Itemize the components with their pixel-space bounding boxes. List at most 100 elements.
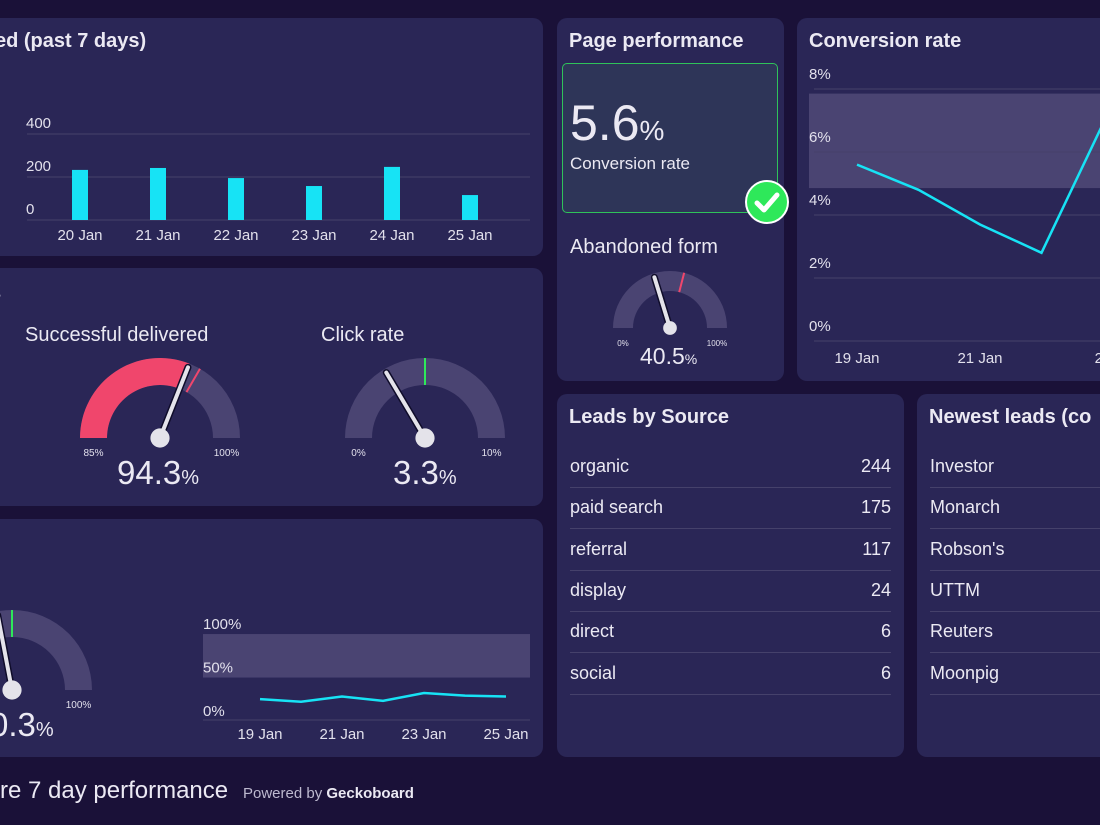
gauge-needle — [158, 365, 190, 440]
x-tick-label: 19 Jan — [834, 350, 879, 367]
gauge-min-label: 0% — [351, 448, 366, 459]
series-line — [259, 691, 507, 703]
gauge-max-label: 100% — [214, 448, 240, 459]
y-tick-label: 0% — [809, 318, 831, 335]
gauge-value-click-rate: 3.3% — [393, 454, 457, 491]
y-tick-label: 100% — [203, 616, 241, 633]
gauge-threshold-marker — [185, 368, 201, 393]
bar-chart: 0 200 400 20 Jan 21 Jan 22 Jan 23 Jan 24 Jan 25 … — [26, 115, 530, 244]
newest-leads-panel: Newest leads (co Investor Monarch Robson's… — [917, 394, 1100, 757]
y-tick-label: 4% — [809, 192, 831, 209]
bar — [462, 195, 478, 220]
y-tick-label: 6% — [809, 129, 831, 146]
gauges: 85% 100% 0% 10% — [80, 358, 505, 459]
table-row[interactable]: referral 117 — [570, 529, 891, 571]
kpi-value: 5.6% — [570, 95, 665, 151]
x-tick-label: 22 Jan — [213, 227, 258, 244]
source-name: direct — [570, 621, 615, 642]
bar — [384, 166, 400, 220]
gauge-label-click-rate: Click rate — [321, 324, 405, 346]
x-tick-label: 25 Jan — [447, 227, 492, 244]
list-item[interactable]: Reuters — [930, 611, 1100, 654]
table-row[interactable]: display 24 — [570, 570, 891, 612]
gauge-needle-hub — [150, 428, 170, 448]
panel-title: Newest leads (co — [929, 406, 1092, 428]
x-tick-label: 19 Jan — [237, 726, 282, 743]
lead-count: 117 — [862, 538, 891, 559]
table-row[interactable]: direct 6 — [570, 611, 891, 654]
bar — [228, 178, 244, 220]
table-row[interactable]: social 6 — [570, 653, 891, 695]
conversion-rate-panel: Conversion rate 0% 2% 4% 6% 8% 19 Jan 21 Jan 23 — [797, 18, 1100, 381]
y-tick-label: 400 — [26, 115, 51, 132]
list-item[interactable]: Robson's — [930, 529, 1100, 571]
x-tick-label: 20 Jan — [57, 227, 102, 244]
source-name: organic — [570, 456, 630, 476]
lead-name: Reuters — [930, 621, 994, 642]
panel-title: Leads by Source — [569, 406, 730, 428]
x-tick-label: 23 Jan — [291, 227, 336, 244]
x-tick-label: 25 Jan — [483, 726, 528, 743]
gauge-min-label: 85% — [83, 448, 103, 459]
lead-name: Robson's — [930, 538, 1005, 559]
lead-name: Monarch — [930, 497, 1001, 518]
gauge-max-label: 100% — [707, 339, 727, 348]
gauge-needle-hub — [663, 321, 677, 335]
gauge-track — [0, 610, 92, 690]
y-tick-label: 0 — [26, 201, 34, 218]
geckoboard-logo: Geckoboard — [326, 785, 414, 802]
gauge-needle — [652, 275, 672, 330]
list-item[interactable]: Monarch — [930, 487, 1100, 530]
panel-title: ed (past 7 days) — [0, 30, 147, 52]
gauge-label-abandoned-form: Abandoned form — [570, 236, 718, 258]
lead-count: 6 — [880, 621, 891, 642]
source-name: social — [570, 662, 617, 683]
gauge-value-delivered: 94.3% — [117, 454, 200, 491]
list-item[interactable]: UTTM — [930, 570, 1100, 612]
x-tick-label: 21 Jan — [135, 227, 180, 244]
target-band — [203, 634, 530, 678]
panel-title: Conversion rate — [809, 30, 962, 52]
kpi-card: 5.6% Conversion rate — [562, 63, 778, 213]
lead-count: 175 — [860, 497, 891, 518]
table-row[interactable]: paid search 175 — [570, 487, 891, 530]
lead-name: Moonpig — [930, 662, 1000, 683]
gauge-track — [345, 358, 505, 438]
x-tick-label: 23 Jan — [401, 726, 446, 743]
lead-name: Investor — [930, 456, 995, 476]
abandoned-form-gauge: 0% 100% — [613, 271, 727, 348]
lead-count: 244 — [860, 456, 891, 476]
lead-count: 24 — [870, 579, 891, 600]
list-item[interactable]: Moonpig — [930, 653, 1100, 695]
table-row[interactable]: organic 244 — [570, 446, 891, 488]
email-gauges-panel: s Successful delivered Click rate 85% 100… — [0, 268, 543, 506]
gauge-needle — [0, 616, 14, 692]
gauge-label-delivered: Successful delivered — [25, 324, 209, 346]
source-name: display — [570, 579, 627, 600]
gauge-needle — [384, 370, 427, 440]
gauge-and-line-chart: 100% 0% 50% 100% 19 Jan 21 Jan 23 Jan 25 Jan — [0, 610, 530, 743]
y-tick-label: 2% — [809, 255, 831, 272]
x-tick-label: 24 Jan — [369, 227, 414, 244]
bar — [72, 169, 88, 220]
y-tick-label: 200 — [26, 158, 51, 175]
gauge-needle-hub — [2, 680, 22, 700]
bar — [306, 186, 322, 220]
gauge-min-label: 0% — [617, 339, 629, 348]
leads-by-source-panel: Leads by Source organic 244 paid search 175… — [557, 394, 904, 757]
page-performance-panel: Page performance 5.6% Conversion rate Ab… — [557, 18, 789, 381]
conversion-line-chart: 0% 2% 4% 6% 8% 19 Jan 21 Jan 23 — [809, 66, 1100, 367]
kpi-label: Conversion rate — [570, 154, 691, 173]
powered-by: Powered by Geckoboard — [243, 785, 414, 802]
check-circle-icon — [745, 180, 789, 224]
panel-title: s — [0, 282, 1, 305]
y-tick-label: 50% — [203, 660, 233, 677]
lead-count: 6 — [880, 662, 891, 683]
bottom-left-panel: 100% 0% 50% 100% 19 Jan 21 Jan 23 Jan 25 Jan 0.… — [0, 519, 543, 757]
gauge-value-abandoned-form: 40.5% — [640, 343, 698, 369]
list-item[interactable]: Investor — [930, 446, 1100, 488]
x-tick-label: 21 Jan — [957, 350, 1002, 367]
y-tick-label: 0% — [203, 703, 225, 720]
gauge-fill — [80, 358, 190, 438]
gauge-value: 0.3% — [0, 706, 54, 743]
